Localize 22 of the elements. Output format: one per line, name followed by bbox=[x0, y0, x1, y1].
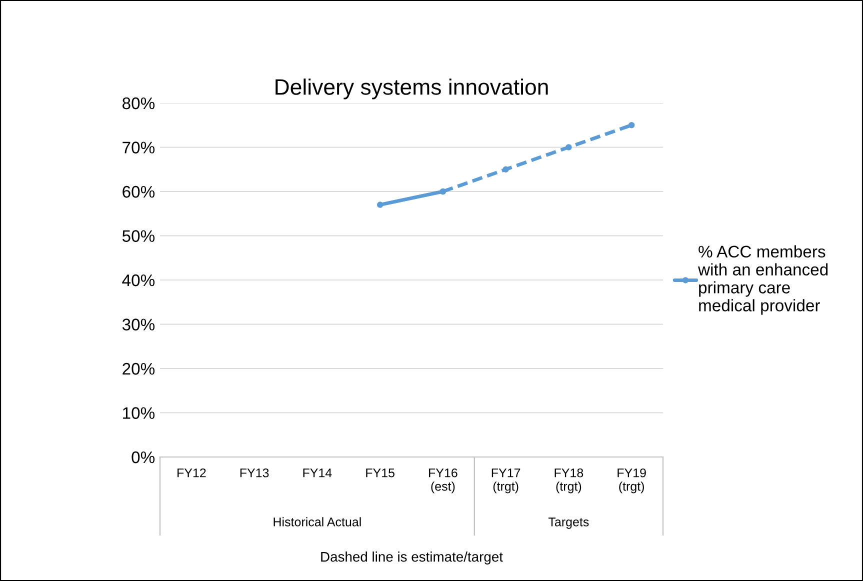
chart-title: Delivery systems innovation bbox=[276, 78, 548, 100]
x-tick-label: FY18 (trgt) bbox=[554, 468, 584, 494]
y-tick-label: 30% bbox=[122, 318, 155, 330]
x-tick-label: FY13 bbox=[240, 468, 269, 478]
text: Targets bbox=[548, 518, 589, 529]
x-tick-label: FY14 bbox=[303, 468, 332, 478]
x-tick-label: FY12 bbox=[178, 468, 206, 478]
legend-label: % ACC members with an enhanced primary care medical provider bbox=[698, 245, 828, 315]
y-tick-label: 40% bbox=[122, 274, 155, 286]
text: Historical Actual bbox=[274, 517, 361, 526]
y-tick-label: 80% bbox=[122, 97, 155, 110]
y-tick-label: 20% bbox=[122, 362, 155, 375]
x-tick-label: FY16 (est) bbox=[429, 468, 458, 494]
x-tick-label: FY15 bbox=[366, 468, 394, 478]
x-tick-label: FY17 (trgt) bbox=[492, 468, 520, 494]
y-tick-label: 50% bbox=[122, 230, 155, 242]
y-tick-label: 10% bbox=[123, 407, 155, 419]
y-tick-label: 0% bbox=[132, 451, 155, 464]
y-tick-label: 60% bbox=[122, 186, 155, 198]
x-tick-label: FY19 (trgt) bbox=[618, 468, 646, 494]
y-tick-label: 70% bbox=[122, 142, 155, 154]
x-axis-title: Dashed line is estimate/target bbox=[321, 552, 503, 564]
